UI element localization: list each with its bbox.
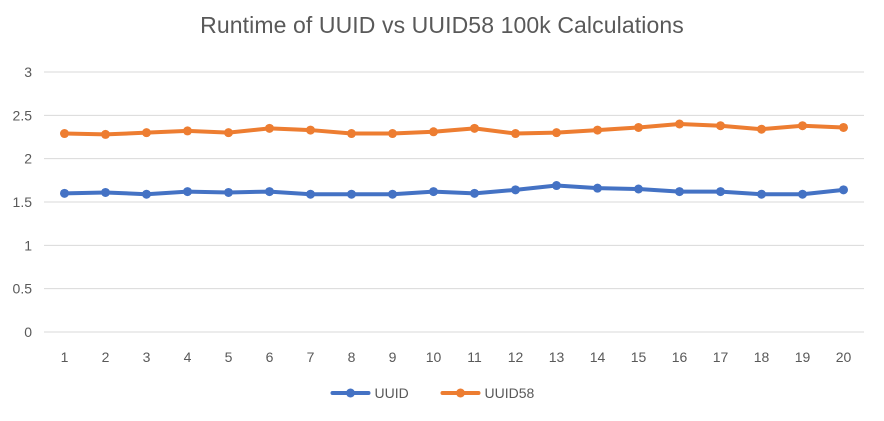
legend-swatch-marker (456, 388, 465, 398)
data-point (224, 128, 233, 138)
data-point (470, 188, 479, 198)
data-point (101, 187, 110, 197)
data-point (388, 189, 397, 199)
x-tick-label: 2 (102, 349, 110, 365)
data-point (265, 123, 274, 133)
legend-label: UUID58 (485, 385, 535, 401)
data-point (634, 184, 643, 194)
x-tick-label: 1 (61, 349, 69, 365)
data-point (142, 189, 151, 199)
data-point (839, 185, 848, 195)
x-tick-label: 20 (836, 349, 852, 365)
x-tick-label: 18 (754, 349, 770, 365)
y-tick-label: 2 (24, 151, 32, 167)
data-point (716, 121, 725, 131)
x-tick-label: 15 (631, 349, 647, 365)
data-point (347, 189, 356, 199)
y-tick-label: 0 (24, 324, 32, 340)
x-tick-label: 3 (143, 349, 151, 365)
data-point (716, 187, 725, 197)
data-point (347, 129, 356, 139)
x-tick-label: 10 (426, 349, 442, 365)
y-tick-label: 2.5 (13, 107, 33, 123)
data-point (470, 123, 479, 133)
y-tick-label: 0.5 (13, 281, 33, 297)
data-point (511, 185, 520, 195)
x-tick-label: 17 (713, 349, 729, 365)
x-tick-label: 7 (307, 349, 315, 365)
data-point (429, 127, 438, 137)
series-line-uuid (62, 183, 846, 197)
data-point (675, 119, 684, 129)
data-point (798, 121, 807, 131)
x-tick-label: 11 (467, 349, 482, 365)
x-tick-label: 4 (184, 349, 192, 365)
legend-label: UUID (375, 385, 409, 401)
x-tick-label: 14 (590, 349, 606, 365)
data-point (757, 124, 766, 134)
data-point (265, 187, 274, 197)
x-tick-label: 9 (389, 349, 397, 365)
y-tick-label: 1.5 (13, 194, 33, 210)
data-point (101, 129, 110, 139)
data-point (798, 189, 807, 199)
data-point (593, 125, 602, 135)
data-point (183, 126, 192, 136)
data-point (183, 187, 192, 197)
data-point (634, 122, 643, 132)
y-tick-label: 1 (24, 237, 32, 253)
data-point (60, 129, 69, 139)
data-point (511, 129, 520, 139)
data-point (306, 189, 315, 199)
y-tick-label: 3 (24, 64, 32, 80)
data-point (757, 189, 766, 199)
data-point (306, 125, 315, 135)
data-point (429, 187, 438, 197)
x-tick-label: 12 (508, 349, 524, 365)
data-point (839, 122, 848, 132)
x-tick-label: 8 (348, 349, 356, 365)
data-point (60, 188, 69, 198)
data-point (224, 187, 233, 197)
data-point (552, 181, 561, 191)
x-tick-label: 19 (795, 349, 811, 365)
x-tick-label: 16 (672, 349, 688, 365)
data-point (142, 128, 151, 138)
data-point (675, 187, 684, 197)
series-line-uuid58 (62, 122, 846, 137)
x-tick-label: 13 (549, 349, 565, 365)
legend-swatch-marker (346, 388, 355, 398)
data-point (388, 129, 397, 139)
x-tick-label: 6 (266, 349, 274, 365)
data-point (552, 128, 561, 138)
data-point (593, 183, 602, 193)
chart-title: Runtime of UUID vs UUID58 100k Calculati… (200, 12, 684, 38)
x-tick-label: 5 (225, 349, 233, 365)
